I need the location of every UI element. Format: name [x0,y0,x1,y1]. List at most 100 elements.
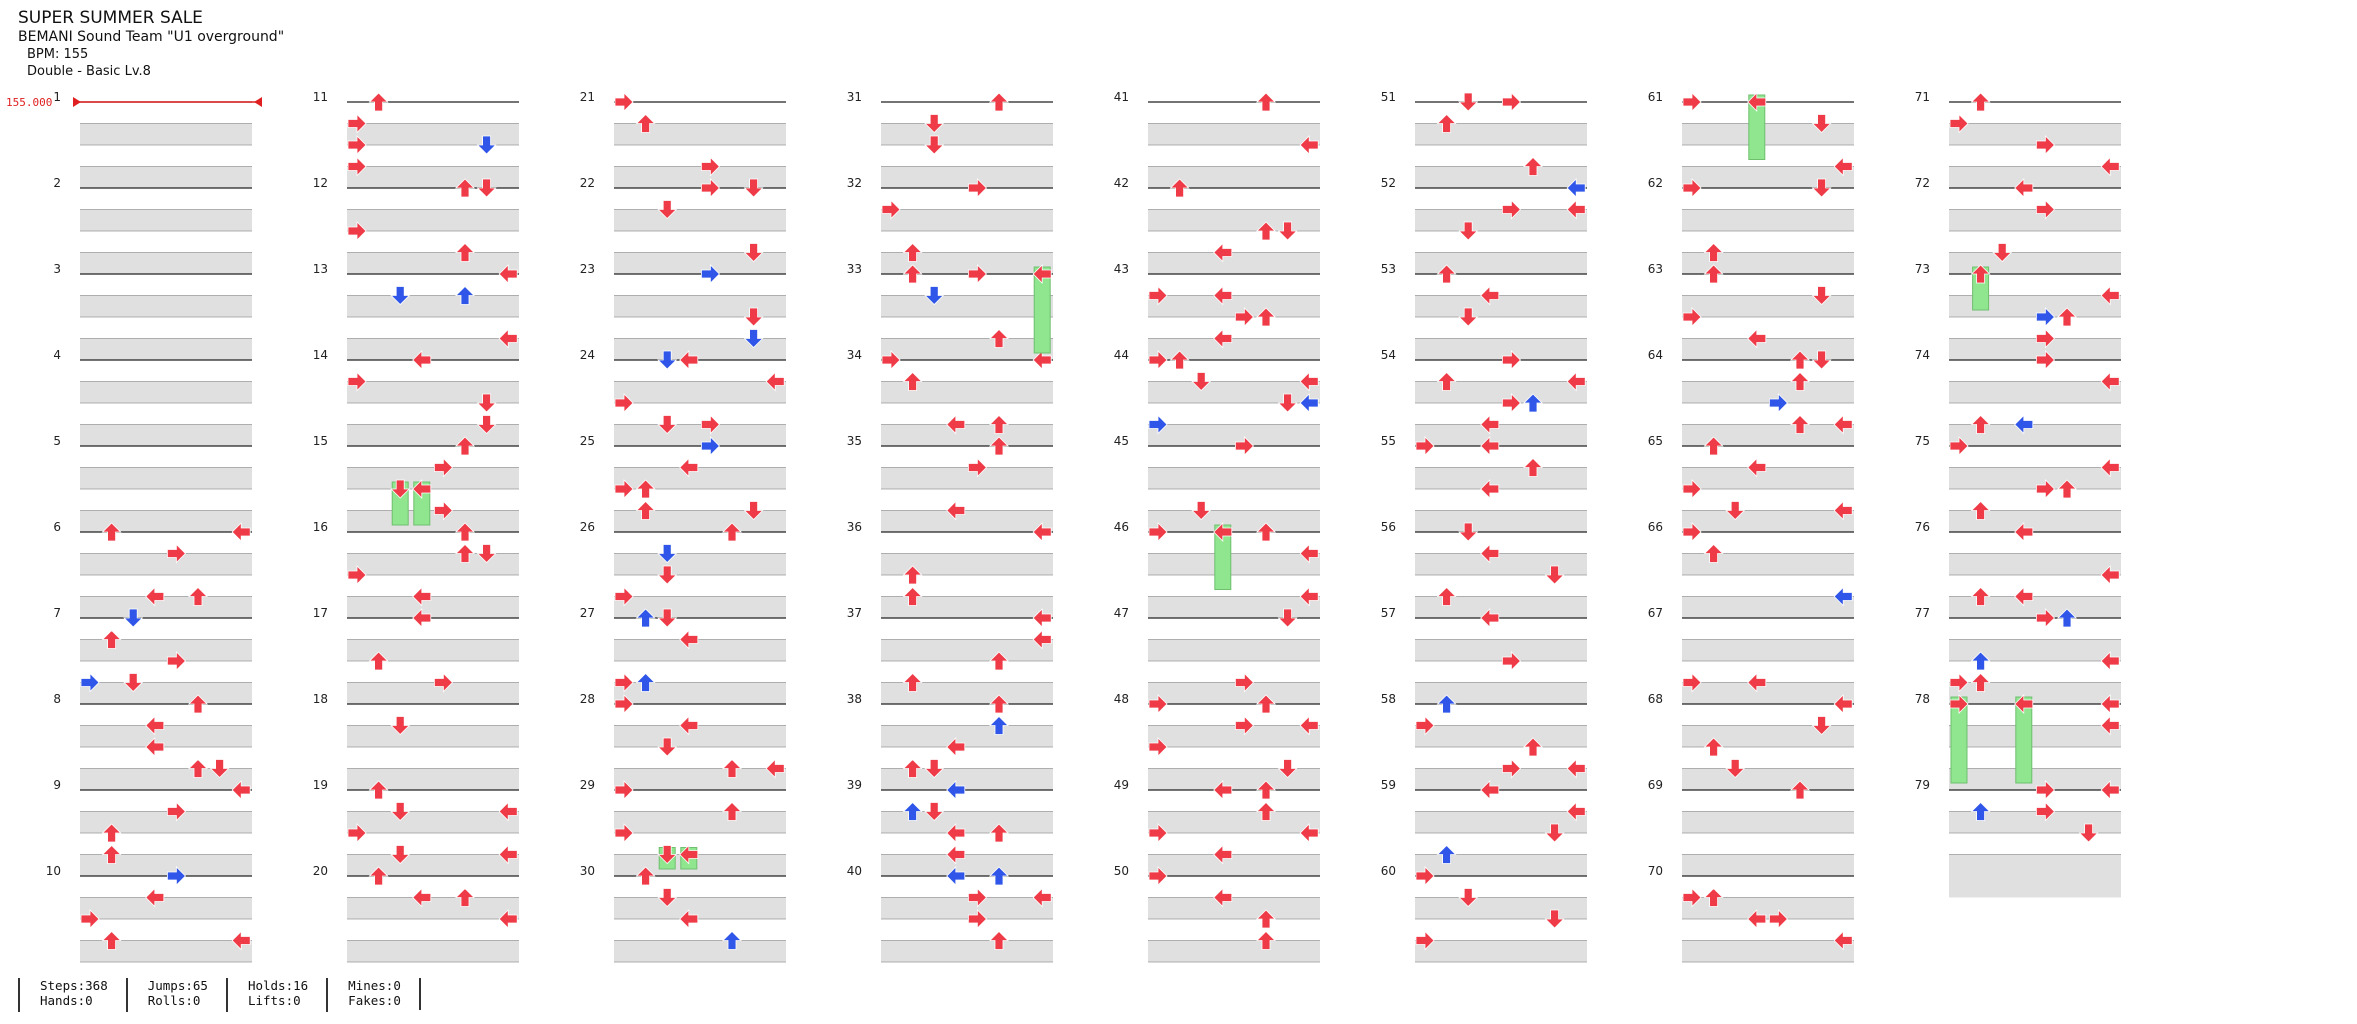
measure-number: 45 [1114,434,1129,448]
measure-number: 17 [313,606,328,620]
staff-shaded-row [614,768,786,790]
staff-shaded-row [881,166,1053,188]
stats-end-divider [418,978,422,1010]
staff-shaded-row [1148,467,1320,489]
measure-number: 66 [1648,520,1663,534]
measure-number: 10 [46,864,61,878]
measure-number: 24 [580,348,595,362]
staff-shaded-row [1148,811,1320,833]
measure-number: 47 [1114,606,1129,620]
measure-number: 77 [1915,606,1930,620]
measure-number: 7 [53,606,61,620]
staff-shaded-row [1682,725,1854,747]
staff-shaded-row [1949,381,2121,403]
staff-shaded-row [614,725,786,747]
staff-shaded-row [1148,381,1320,403]
staff-shaded-row [614,596,786,618]
step-chart: 1234567891011121314151617181920212223242… [6,90,2121,963]
song-bpm: BPM: 155 [27,47,89,62]
measure-number: 12 [313,176,328,190]
measure-number: 29 [580,778,595,792]
step-arrow [614,92,634,112]
staff-shaded-row [1949,639,2121,661]
staff-shaded-row [347,381,519,403]
stats-jumps-col: Jumps:65 Rolls:0 [125,978,226,1012]
measure-number: 3 [53,262,61,276]
staff-shaded-row [1682,295,1854,317]
staff-shaded-row [80,725,252,747]
staff-shaded-row [347,940,519,962]
measure-number: 26 [580,520,595,534]
staff-shaded-row [1682,768,1854,790]
staff-shaded-row [1682,467,1854,489]
staff-shaded-row [80,768,252,790]
measure-number: 37 [847,606,862,620]
staff-shaded-row [1682,252,1854,274]
staff-shaded-row [1148,166,1320,188]
staff-shaded-row [347,682,519,704]
staff-shaded-row [1682,510,1854,532]
measure-number: 32 [847,176,862,190]
staff-shaded-row [80,596,252,618]
staff-shaded-row [80,123,252,145]
measure-number: 41 [1114,90,1129,104]
staff-shaded-row [80,510,252,532]
staff-shaded-row [80,553,252,575]
staff-shaded-row [80,467,252,489]
staff-shaded-row [80,854,252,876]
staff-shaded-row [80,811,252,833]
staff-shaded-row [347,338,519,360]
staff-shaded-row [614,940,786,962]
measure-number: 43 [1114,262,1129,276]
staff-shaded-row [1949,209,2121,231]
measure-number: 73 [1915,262,1930,276]
measure-number: 16 [313,520,328,534]
staff-shaded-row [614,682,786,704]
staff-shaded-row [347,854,519,876]
staff-shaded-row [80,252,252,274]
staff-shaded-row [1415,381,1587,403]
measure-number: 54 [1381,348,1396,362]
measure-number: 9 [53,778,61,792]
staff-shaded-row [1415,940,1587,962]
staff-shaded-row [1949,252,2121,274]
staff-shaded-row [1148,338,1320,360]
staff-shaded-row [347,811,519,833]
measure-number: 34 [847,348,862,362]
staff-shaded-row [1949,768,2121,790]
staff-shaded-row [1682,940,1854,962]
measure-number: 51 [1381,90,1396,104]
measure-number: 42 [1114,176,1129,190]
measure-number: 5 [53,434,61,448]
song-title: SUPER SUMMER SALE [18,8,203,28]
measure-number: 40 [847,864,862,878]
staff-shaded-row [1415,424,1587,446]
staff-shaded-row [614,381,786,403]
step-arrow [1256,92,1276,112]
measure-number: 38 [847,692,862,706]
measure-number: 67 [1648,606,1663,620]
staff-shaded-row [347,295,519,317]
staff-shaded-row [1415,768,1587,790]
staff-shaded-row [881,768,1053,790]
stats-panel: Steps:368 Hands:0 Jumps:65 Rolls:0 Holds… [18,978,422,1012]
staff-shaded-row [347,209,519,231]
staff-shaded-row [1415,209,1587,231]
staff-shaded-row [1949,811,2121,833]
staff-shaded-row [80,424,252,446]
staff-shaded-row [347,467,519,489]
stat-lifts: Lifts:0 [247,993,301,1008]
measure-number: 31 [847,90,862,104]
measure-number: 63 [1648,262,1663,276]
measure-number: 72 [1915,176,1930,190]
staff-shaded-row [1415,467,1587,489]
measure-number: 49 [1114,778,1129,792]
measure-number: 33 [847,262,862,276]
staff-shaded-row [347,166,519,188]
staff-shaded-row [881,467,1053,489]
staff-shaded-row [1682,123,1854,145]
staff-shaded-row [80,639,252,661]
measure-number: 79 [1915,778,1930,792]
staff-shaded-row [1415,854,1587,876]
staff-shaded-row [1148,940,1320,962]
